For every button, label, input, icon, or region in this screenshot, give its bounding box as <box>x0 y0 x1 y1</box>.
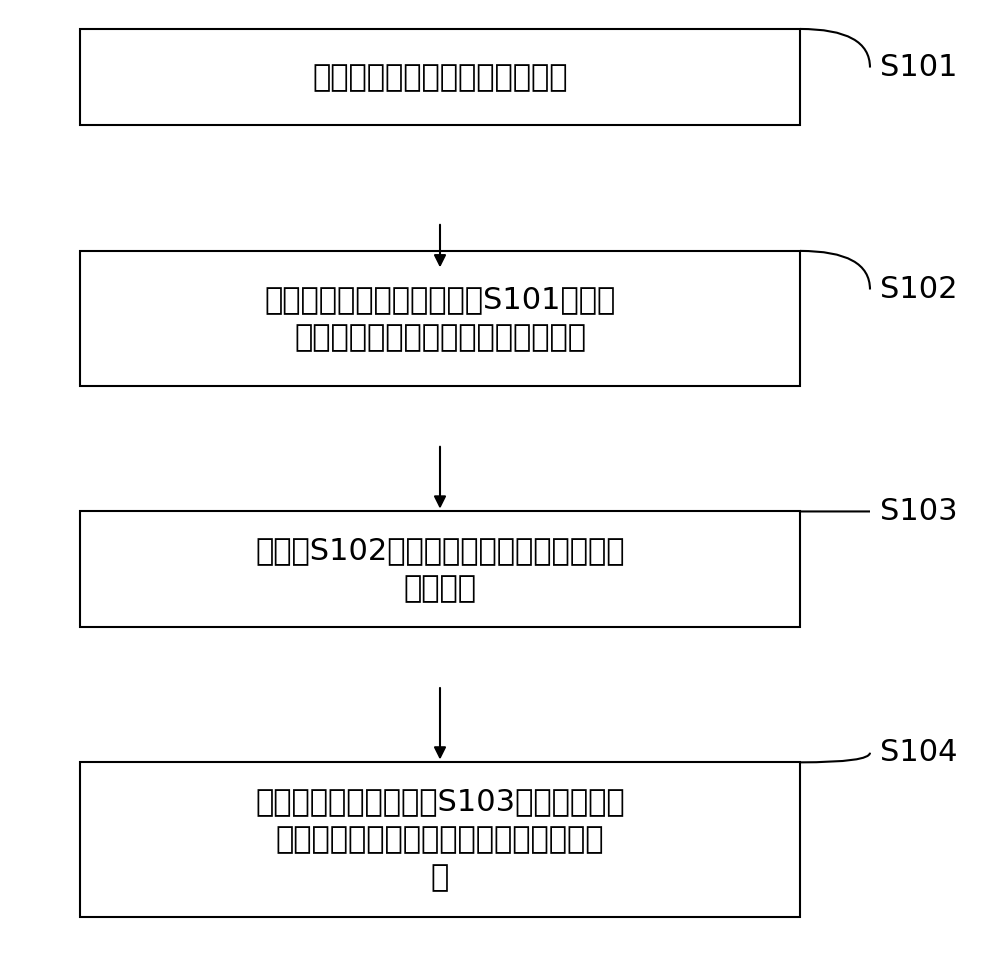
FancyBboxPatch shape <box>80 762 800 917</box>
Text: 在氩气氛围内，将所述S103步骤的所述烧
结粉末烧结制备出所述钛氧化物的多晶靶
材: 在氩气氛围内，将所述S103步骤的所述烧 结粉末烧结制备出所述钛氧化物的多晶靶 … <box>255 786 625 893</box>
FancyBboxPatch shape <box>80 251 800 386</box>
FancyBboxPatch shape <box>80 29 800 125</box>
Text: S104: S104 <box>880 738 958 767</box>
Text: S102: S102 <box>880 275 958 304</box>
FancyBboxPatch shape <box>80 511 800 627</box>
Text: 称量和研磨制备出钛氧化物粉末: 称量和研磨制备出钛氧化物粉末 <box>312 63 568 92</box>
Text: S101: S101 <box>880 53 958 82</box>
Text: 在氧氩混合气氛内，将所述S101步骤的
所述钛氧化物粉末烧结出第一烧结块: 在氧氩混合气氛内，将所述S101步骤的 所述钛氧化物粉末烧结出第一烧结块 <box>264 285 616 352</box>
Text: 将所述S102步骤的所述第一烧结块研磨成
烧结粉末: 将所述S102步骤的所述第一烧结块研磨成 烧结粉末 <box>255 536 625 603</box>
Text: S103: S103 <box>880 497 958 526</box>
